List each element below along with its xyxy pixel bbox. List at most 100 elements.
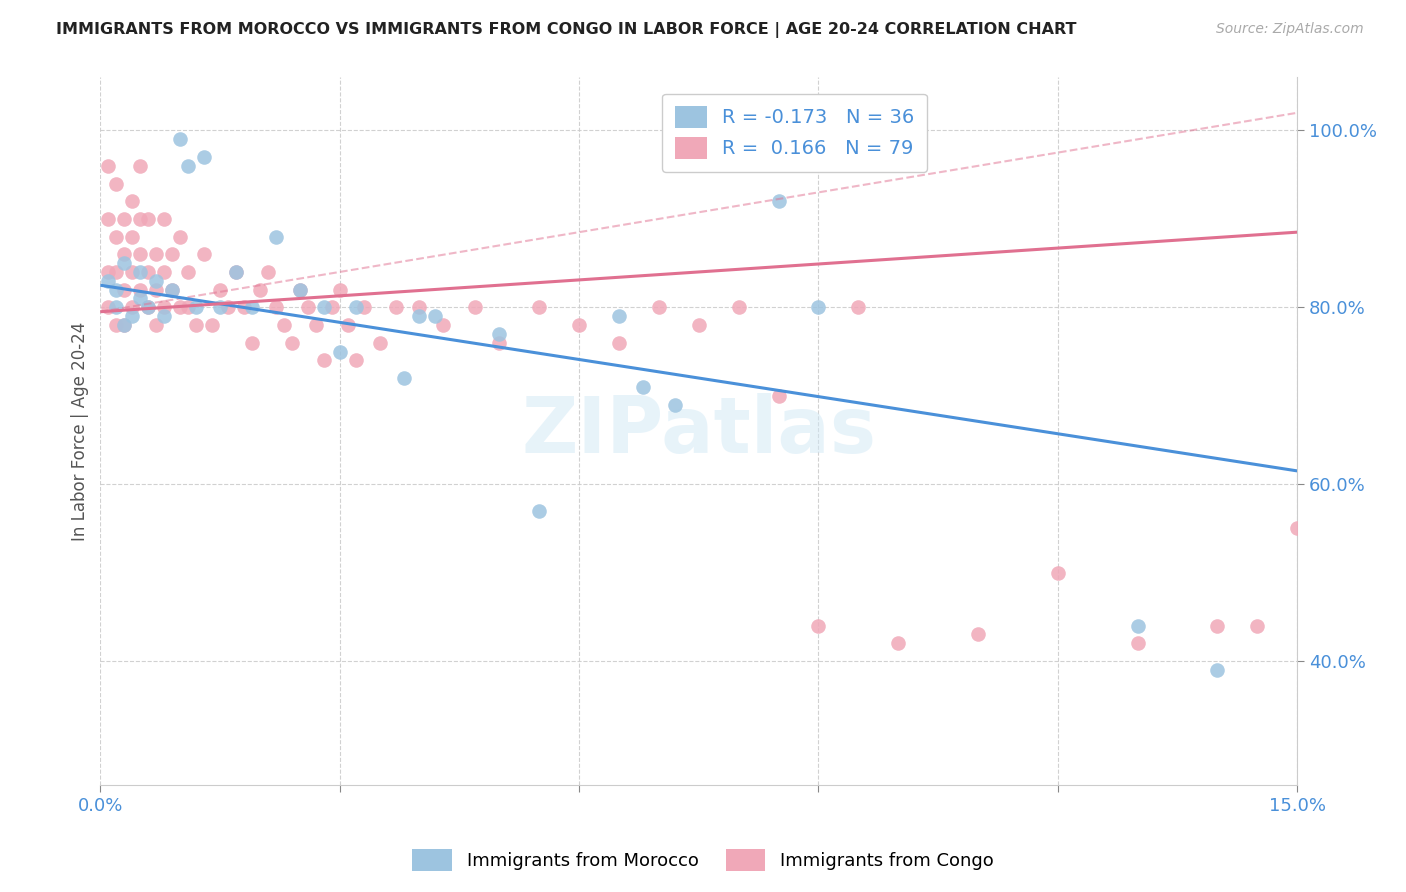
Point — [273, 318, 295, 332]
Point — [264, 229, 287, 244]
Point — [240, 301, 263, 315]
Point — [97, 211, 120, 226]
Point — [257, 265, 280, 279]
Point — [527, 504, 550, 518]
Point — [153, 211, 176, 226]
Point — [344, 353, 367, 368]
Point — [160, 283, 183, 297]
Point — [136, 211, 159, 226]
Point — [321, 301, 343, 315]
Point — [184, 301, 207, 315]
Point — [1046, 566, 1069, 580]
Point — [129, 247, 152, 261]
Point — [217, 301, 239, 315]
Point — [129, 283, 152, 297]
Point — [201, 318, 224, 332]
Point — [288, 283, 311, 297]
Point — [488, 326, 510, 341]
Point — [121, 194, 143, 209]
Point — [240, 335, 263, 350]
Point — [408, 301, 430, 315]
Point — [112, 256, 135, 270]
Point — [208, 301, 231, 315]
Point — [112, 283, 135, 297]
Point — [121, 265, 143, 279]
Point — [768, 389, 790, 403]
Point — [97, 274, 120, 288]
Point — [129, 211, 152, 226]
Point — [568, 318, 591, 332]
Point — [807, 618, 830, 632]
Legend: R = -0.173   N = 36, R =  0.166   N = 79: R = -0.173 N = 36, R = 0.166 N = 79 — [662, 94, 927, 172]
Point — [169, 132, 191, 146]
Text: ZIPatlas: ZIPatlas — [522, 393, 876, 469]
Point — [105, 229, 128, 244]
Point — [1206, 618, 1229, 632]
Point — [288, 283, 311, 297]
Point — [105, 265, 128, 279]
Point — [1126, 636, 1149, 650]
Point — [464, 301, 486, 315]
Point — [607, 335, 630, 350]
Point — [193, 247, 215, 261]
Point — [153, 265, 176, 279]
Point — [129, 292, 152, 306]
Point — [233, 301, 256, 315]
Point — [105, 283, 128, 297]
Point — [145, 247, 167, 261]
Point — [768, 194, 790, 209]
Point — [392, 371, 415, 385]
Point — [664, 398, 686, 412]
Point — [432, 318, 454, 332]
Point — [329, 344, 352, 359]
Point — [193, 150, 215, 164]
Point — [344, 301, 367, 315]
Point — [727, 301, 749, 315]
Point — [249, 283, 271, 297]
Point — [121, 301, 143, 315]
Point — [688, 318, 710, 332]
Point — [136, 301, 159, 315]
Point — [129, 159, 152, 173]
Point — [353, 301, 375, 315]
Point — [112, 318, 135, 332]
Point — [121, 229, 143, 244]
Point — [225, 265, 247, 279]
Point — [527, 301, 550, 315]
Text: IMMIGRANTS FROM MOROCCO VS IMMIGRANTS FROM CONGO IN LABOR FORCE | AGE 20-24 CORR: IMMIGRANTS FROM MOROCCO VS IMMIGRANTS FR… — [56, 22, 1077, 38]
Point — [846, 301, 869, 315]
Point — [408, 309, 430, 323]
Point — [631, 380, 654, 394]
Point — [145, 283, 167, 297]
Point — [169, 229, 191, 244]
Point — [281, 335, 304, 350]
Point — [177, 265, 200, 279]
Point — [368, 335, 391, 350]
Point — [129, 265, 152, 279]
Point — [145, 274, 167, 288]
Point — [105, 177, 128, 191]
Point — [329, 283, 352, 297]
Point — [153, 309, 176, 323]
Point — [967, 627, 990, 641]
Point — [105, 318, 128, 332]
Point — [425, 309, 447, 323]
Point — [97, 301, 120, 315]
Point — [312, 353, 335, 368]
Point — [112, 247, 135, 261]
Point — [136, 301, 159, 315]
Point — [177, 159, 200, 173]
Point — [1206, 663, 1229, 677]
Point — [312, 301, 335, 315]
Point — [184, 318, 207, 332]
Point — [336, 318, 359, 332]
Point — [208, 283, 231, 297]
Text: Source: ZipAtlas.com: Source: ZipAtlas.com — [1216, 22, 1364, 37]
Point — [160, 283, 183, 297]
Point — [264, 301, 287, 315]
Point — [97, 265, 120, 279]
Point — [225, 265, 247, 279]
Point — [169, 301, 191, 315]
Point — [153, 301, 176, 315]
Point — [112, 211, 135, 226]
